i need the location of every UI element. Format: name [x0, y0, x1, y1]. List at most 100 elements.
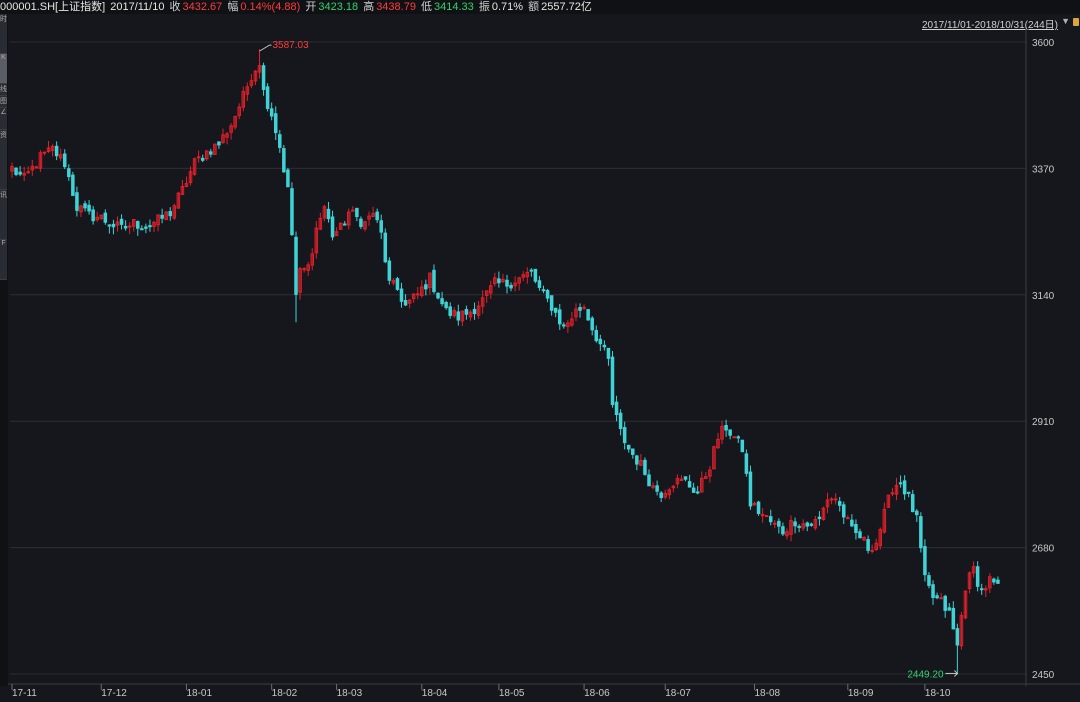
- candle-body: [517, 277, 521, 284]
- change-label: 幅: [227, 1, 239, 13]
- low-label: 低: [421, 1, 433, 13]
- candle-body: [764, 515, 769, 518]
- candle-body: [882, 508, 887, 533]
- candle-body: [927, 575, 931, 586]
- candle-body: [781, 526, 785, 535]
- sidebar-tab[interactable]: 时: [0, 14, 7, 54]
- candle-body: [606, 347, 611, 359]
- candle-body: [310, 253, 315, 266]
- high-value: 3438.79: [376, 1, 416, 13]
- sidebar-tab[interactable]: 图: [0, 96, 7, 108]
- candle-body: [58, 154, 63, 159]
- candle-body: [639, 459, 643, 466]
- y-tick-label: 2910: [1032, 417, 1055, 428]
- lock-icon[interactable]: [1073, 18, 1079, 26]
- candle-body: [322, 206, 327, 219]
- sidebar-tab[interactable]: 讯: [0, 190, 7, 240]
- candle-body: [99, 214, 104, 220]
- candle-body: [257, 65, 262, 73]
- candle-body: [480, 297, 485, 307]
- candle-body: [464, 308, 469, 315]
- candle-body: [752, 502, 757, 506]
- candle-body: [602, 344, 607, 348]
- candle-body: [188, 171, 193, 183]
- candle-body: [452, 310, 457, 317]
- candle-body: [578, 307, 582, 311]
- candle-body: [594, 330, 599, 342]
- x-tick-label: 18-09: [848, 688, 874, 699]
- y-tick-label: 3600: [1032, 38, 1055, 49]
- candle-body: [172, 205, 177, 219]
- candle-body: [87, 204, 91, 212]
- date-range-selector[interactable]: 2017/11/01-2018/10/31(244日): [921, 20, 1058, 31]
- sidebar-tab[interactable]: K: [0, 54, 7, 84]
- grid-lines: [10, 41, 1026, 675]
- sidebar-tab[interactable]: ∠: [0, 108, 7, 130]
- candle-body: [444, 301, 448, 309]
- candle-body: [176, 192, 181, 209]
- sidebar-tab[interactable]: 线: [0, 84, 7, 96]
- candle-body: [939, 597, 943, 600]
- candle-body: [148, 225, 152, 228]
- sidebar-tab[interactable]: F: [0, 240, 7, 280]
- candle-body: [655, 485, 659, 492]
- candle-body: [375, 211, 379, 221]
- candle-body: [269, 108, 274, 117]
- x-tick-label: 18-06: [584, 688, 610, 699]
- candle-body: [712, 446, 716, 470]
- candle-body: [399, 288, 404, 302]
- high-value-label: 3587.03: [273, 40, 310, 51]
- candle-body: [213, 143, 217, 155]
- candle-body: [448, 306, 452, 316]
- candle-body: [817, 516, 822, 520]
- candle-body: [91, 209, 95, 222]
- candle-body: [111, 223, 116, 228]
- candle-body: [947, 607, 952, 611]
- candle-body: [367, 215, 371, 220]
- y-tick-label: 3140: [1032, 291, 1055, 302]
- candle-body: [716, 438, 720, 449]
- candle-body: [180, 186, 185, 195]
- candle-body: [537, 280, 542, 288]
- high-pointer: [259, 44, 270, 52]
- candle-body: [75, 192, 79, 211]
- candle-body: [829, 498, 834, 501]
- candle-body: [618, 412, 623, 430]
- quote-date: 2017/11/10: [110, 1, 165, 13]
- close-value: 3432.67: [182, 1, 223, 13]
- x-tick-label: 17-12: [101, 688, 127, 699]
- candle-body: [330, 216, 335, 238]
- candle-body: [107, 224, 112, 227]
- candle-body: [347, 211, 351, 226]
- candle-body: [943, 595, 947, 611]
- candle-body: [424, 284, 428, 290]
- candle-body: [931, 584, 935, 598]
- candle-body: [403, 300, 408, 306]
- candle-body: [614, 401, 619, 416]
- candle-body: [334, 231, 339, 237]
- candle-body: [359, 218, 363, 227]
- candle-body: [294, 236, 298, 295]
- candle-body: [643, 459, 647, 475]
- candle-body: [671, 485, 676, 489]
- candle-body: [959, 615, 964, 647]
- candle-body: [923, 546, 927, 576]
- candle-body: [525, 271, 530, 278]
- candle-body: [67, 168, 71, 178]
- candle-body: [484, 290, 489, 296]
- amplitude-label: 振: [478, 1, 490, 13]
- candle-body: [18, 171, 22, 175]
- candle-body: [123, 225, 128, 229]
- candle-body: [679, 478, 684, 482]
- candle-body: [245, 86, 250, 95]
- sidebar-tab[interactable]: 资: [0, 130, 7, 190]
- triangle-down-icon[interactable]: ▼: [1061, 16, 1070, 26]
- candle-body: [687, 481, 692, 488]
- candle-body: [626, 444, 631, 450]
- candle-body: [695, 491, 700, 494]
- candle-body: [351, 209, 355, 212]
- low-value-label: 2449.20: [907, 669, 944, 680]
- candle-body: [489, 285, 493, 294]
- candle-body: [541, 289, 546, 292]
